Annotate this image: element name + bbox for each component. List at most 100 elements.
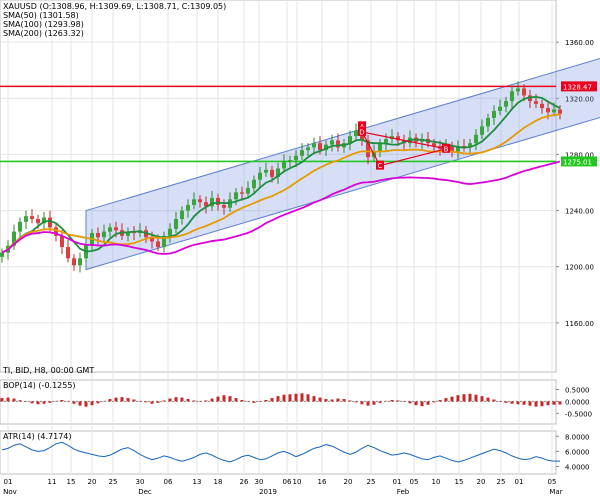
bop-bar xyxy=(354,401,358,403)
bop-bar xyxy=(276,396,280,402)
candle-body xyxy=(36,218,40,224)
pattern-point-box xyxy=(376,160,384,170)
atr-tick-label: 4.0000 xyxy=(565,463,590,471)
candle-body xyxy=(156,241,160,248)
candle-body xyxy=(102,231,106,238)
bop-bar xyxy=(186,399,190,402)
x-tick-label: 01 xyxy=(515,478,524,486)
bop-bar xyxy=(282,394,286,402)
bop-bar xyxy=(114,397,118,402)
bop-bar xyxy=(60,399,64,402)
bop-bar xyxy=(90,401,94,406)
bop-bar xyxy=(306,394,310,402)
candle-body xyxy=(216,197,220,205)
x-tick-label: 05 xyxy=(548,478,557,486)
candle-body xyxy=(246,188,250,194)
candle-body xyxy=(252,179,256,189)
pattern-triangle xyxy=(361,131,447,167)
sma50-line xyxy=(1,95,561,254)
bop-bar xyxy=(192,400,196,402)
candle-body xyxy=(54,227,58,236)
candle-body xyxy=(486,117,490,127)
candle-body xyxy=(432,143,436,146)
chart-footer: TI, BID, H8, 00:00 GMT xyxy=(3,366,94,375)
candle-body xyxy=(96,233,100,238)
x-tick-label: 20 xyxy=(344,478,353,486)
candle-body xyxy=(66,247,70,259)
candle-body xyxy=(270,169,274,177)
candle-body xyxy=(462,145,466,148)
x-tick-label: 20 xyxy=(88,478,97,486)
bop-bar xyxy=(384,400,388,402)
sma100-line xyxy=(1,113,561,254)
bop-bar xyxy=(456,395,460,402)
bop-bar xyxy=(432,401,436,403)
candle-body xyxy=(18,221,22,232)
candle-body xyxy=(60,235,64,248)
candle-body xyxy=(546,108,550,113)
candle-body xyxy=(282,161,286,169)
candle-body xyxy=(300,150,304,156)
candle-body xyxy=(264,169,268,173)
candle-body xyxy=(72,258,76,266)
bop-bar xyxy=(540,401,544,407)
sma100-legend: SMA(100) (1293.98) xyxy=(3,20,84,29)
bop-bar xyxy=(72,401,76,404)
x-tick-label: 11 xyxy=(48,478,57,486)
bop-bar xyxy=(240,399,244,402)
bop-bar xyxy=(210,398,214,402)
x-tick-label: 25 xyxy=(367,478,376,486)
candle-body xyxy=(336,140,340,148)
x-month-label: Feb xyxy=(397,488,410,496)
bop-bar xyxy=(390,399,394,402)
bop-bar xyxy=(498,401,502,402)
bop-bar xyxy=(54,400,58,402)
sma50-label: SMA(50) (1301.58) xyxy=(3,11,79,20)
bop-bar xyxy=(132,399,136,402)
x-tick-label: 30 xyxy=(255,478,264,486)
bop-bar xyxy=(264,399,268,402)
bop-bar xyxy=(546,401,550,406)
y-tick-label: 1200.00 xyxy=(565,264,594,272)
bop-bar xyxy=(156,401,160,403)
bop-bar xyxy=(6,397,10,402)
x-tick-label: 10 xyxy=(432,478,441,486)
candle-body xyxy=(504,101,508,107)
bop-bar xyxy=(558,401,562,405)
bop-bar xyxy=(312,396,316,402)
y-tick-label: 1280.00 xyxy=(565,151,594,159)
pattern-point-label: D xyxy=(359,128,364,136)
candle-body xyxy=(558,109,562,114)
candle-body xyxy=(366,140,370,158)
x-tick-label: 18 xyxy=(214,478,223,486)
atr-tick-label: 8.0000 xyxy=(565,433,590,441)
candle-body xyxy=(222,204,226,208)
candle-body xyxy=(186,204,190,211)
bop-bar xyxy=(246,401,250,402)
bop-bar xyxy=(48,401,52,403)
candle-body xyxy=(0,252,4,257)
bop-bar xyxy=(0,398,4,402)
bop-bar xyxy=(288,394,292,402)
y-tick-label: 1240.00 xyxy=(565,208,594,216)
bop-bar xyxy=(372,401,376,405)
bop-bar xyxy=(216,396,220,402)
candle-body xyxy=(450,145,454,152)
candle-body xyxy=(348,136,352,144)
candle-body xyxy=(150,237,154,242)
x-tick-label: 01 xyxy=(393,478,402,486)
pattern-point-label: B xyxy=(444,145,449,153)
y-tick-label: 1320.00 xyxy=(565,95,594,103)
bop-bar xyxy=(42,401,46,404)
x-tick-label: 06 xyxy=(283,478,292,486)
bop-bar xyxy=(318,397,322,402)
candle-body xyxy=(180,210,184,219)
bop-bar xyxy=(120,397,124,402)
bop-bar xyxy=(204,400,208,402)
candle-body xyxy=(534,101,538,104)
bop-bar xyxy=(84,401,88,407)
candle-body xyxy=(324,144,328,151)
candle-body xyxy=(30,216,34,219)
